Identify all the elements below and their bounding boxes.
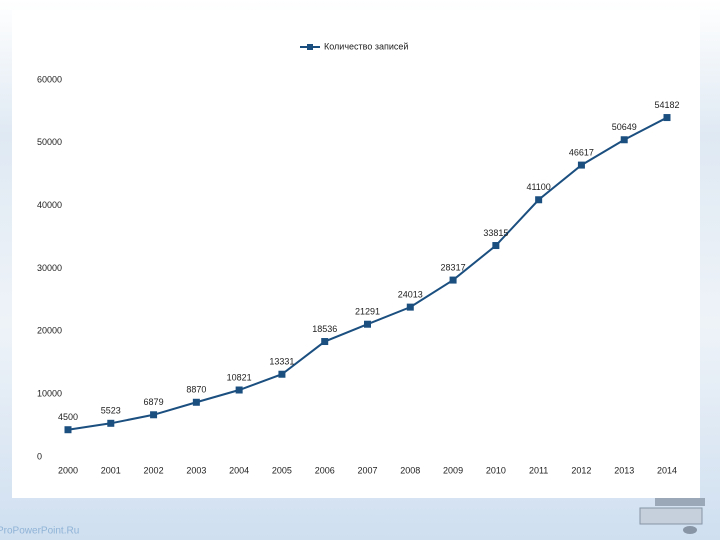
legend-marker bbox=[307, 44, 313, 50]
point bbox=[64, 426, 72, 434]
x-tick-label: 2008 bbox=[400, 465, 420, 475]
point bbox=[278, 370, 286, 378]
data-label: 46617 bbox=[569, 147, 594, 157]
point bbox=[406, 303, 414, 311]
data-label: 54182 bbox=[654, 100, 679, 110]
point bbox=[577, 161, 585, 169]
data-label: 28317 bbox=[441, 262, 466, 272]
y-tick-label: 40000 bbox=[37, 200, 62, 210]
data-label: 6879 bbox=[144, 397, 164, 407]
point bbox=[663, 114, 671, 122]
data-label: 10821 bbox=[227, 372, 252, 382]
point bbox=[620, 136, 628, 144]
y-tick-label: 20000 bbox=[37, 326, 62, 336]
data-label: 5523 bbox=[101, 406, 121, 416]
x-tick-label: 2011 bbox=[529, 465, 548, 475]
y-tick-label: 50000 bbox=[37, 137, 62, 147]
legend-label: Количество записей bbox=[324, 41, 408, 51]
point bbox=[235, 386, 243, 394]
point bbox=[449, 276, 457, 284]
y-tick-label: 60000 bbox=[37, 74, 62, 84]
x-tick-label: 2004 bbox=[229, 465, 249, 475]
point bbox=[321, 338, 329, 346]
x-tick-label: 2009 bbox=[443, 465, 463, 475]
data-label: 21291 bbox=[355, 307, 380, 317]
data-label: 18536 bbox=[312, 324, 337, 334]
x-tick-label: 2007 bbox=[357, 465, 377, 475]
x-tick-label: 2001 bbox=[101, 465, 121, 475]
point bbox=[107, 419, 115, 427]
data-label: 24013 bbox=[398, 289, 423, 299]
data-label: 8870 bbox=[186, 385, 206, 395]
point bbox=[535, 196, 543, 204]
data-label: 41100 bbox=[526, 182, 550, 192]
point bbox=[150, 411, 158, 419]
x-tick-label: 2006 bbox=[315, 465, 335, 475]
data-label: 50649 bbox=[612, 122, 637, 132]
data-label: 13331 bbox=[269, 357, 294, 367]
x-tick-label: 2014 bbox=[657, 465, 677, 475]
legend: Количество записей bbox=[300, 41, 408, 51]
y-tick-label: 30000 bbox=[37, 263, 62, 273]
x-tick-label: 2010 bbox=[486, 465, 506, 475]
x-tick-label: 2005 bbox=[272, 465, 292, 475]
point bbox=[492, 242, 500, 250]
x-tick-label: 2012 bbox=[571, 465, 591, 475]
chart-area bbox=[12, 10, 700, 498]
y-tick-label: 10000 bbox=[37, 389, 62, 399]
point bbox=[364, 320, 371, 328]
point bbox=[192, 398, 200, 406]
x-tick-label: 2002 bbox=[144, 465, 164, 475]
x-tick-label: 2000 bbox=[58, 465, 78, 475]
x-tick-label: 2003 bbox=[186, 465, 206, 475]
data-label: 4500 bbox=[58, 412, 78, 422]
y-tick-label: 0 bbox=[37, 451, 42, 461]
data-label: 33815 bbox=[483, 228, 508, 238]
x-tick-label: 2013 bbox=[614, 465, 634, 475]
watermark: ProPowerPoint.Ru bbox=[0, 526, 79, 537]
computer-icon bbox=[639, 498, 705, 534]
